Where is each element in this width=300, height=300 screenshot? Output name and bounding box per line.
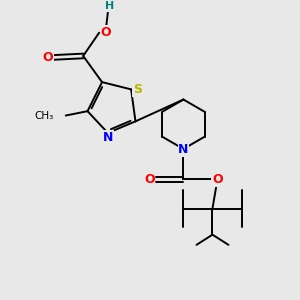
Text: O: O <box>42 51 53 64</box>
Text: CH₃: CH₃ <box>35 110 54 121</box>
Text: H: H <box>105 1 114 11</box>
Text: O: O <box>100 26 111 39</box>
Text: N: N <box>103 131 113 144</box>
Text: N: N <box>178 143 189 156</box>
Text: S: S <box>133 83 142 96</box>
Text: O: O <box>212 173 223 186</box>
Text: O: O <box>144 173 155 186</box>
